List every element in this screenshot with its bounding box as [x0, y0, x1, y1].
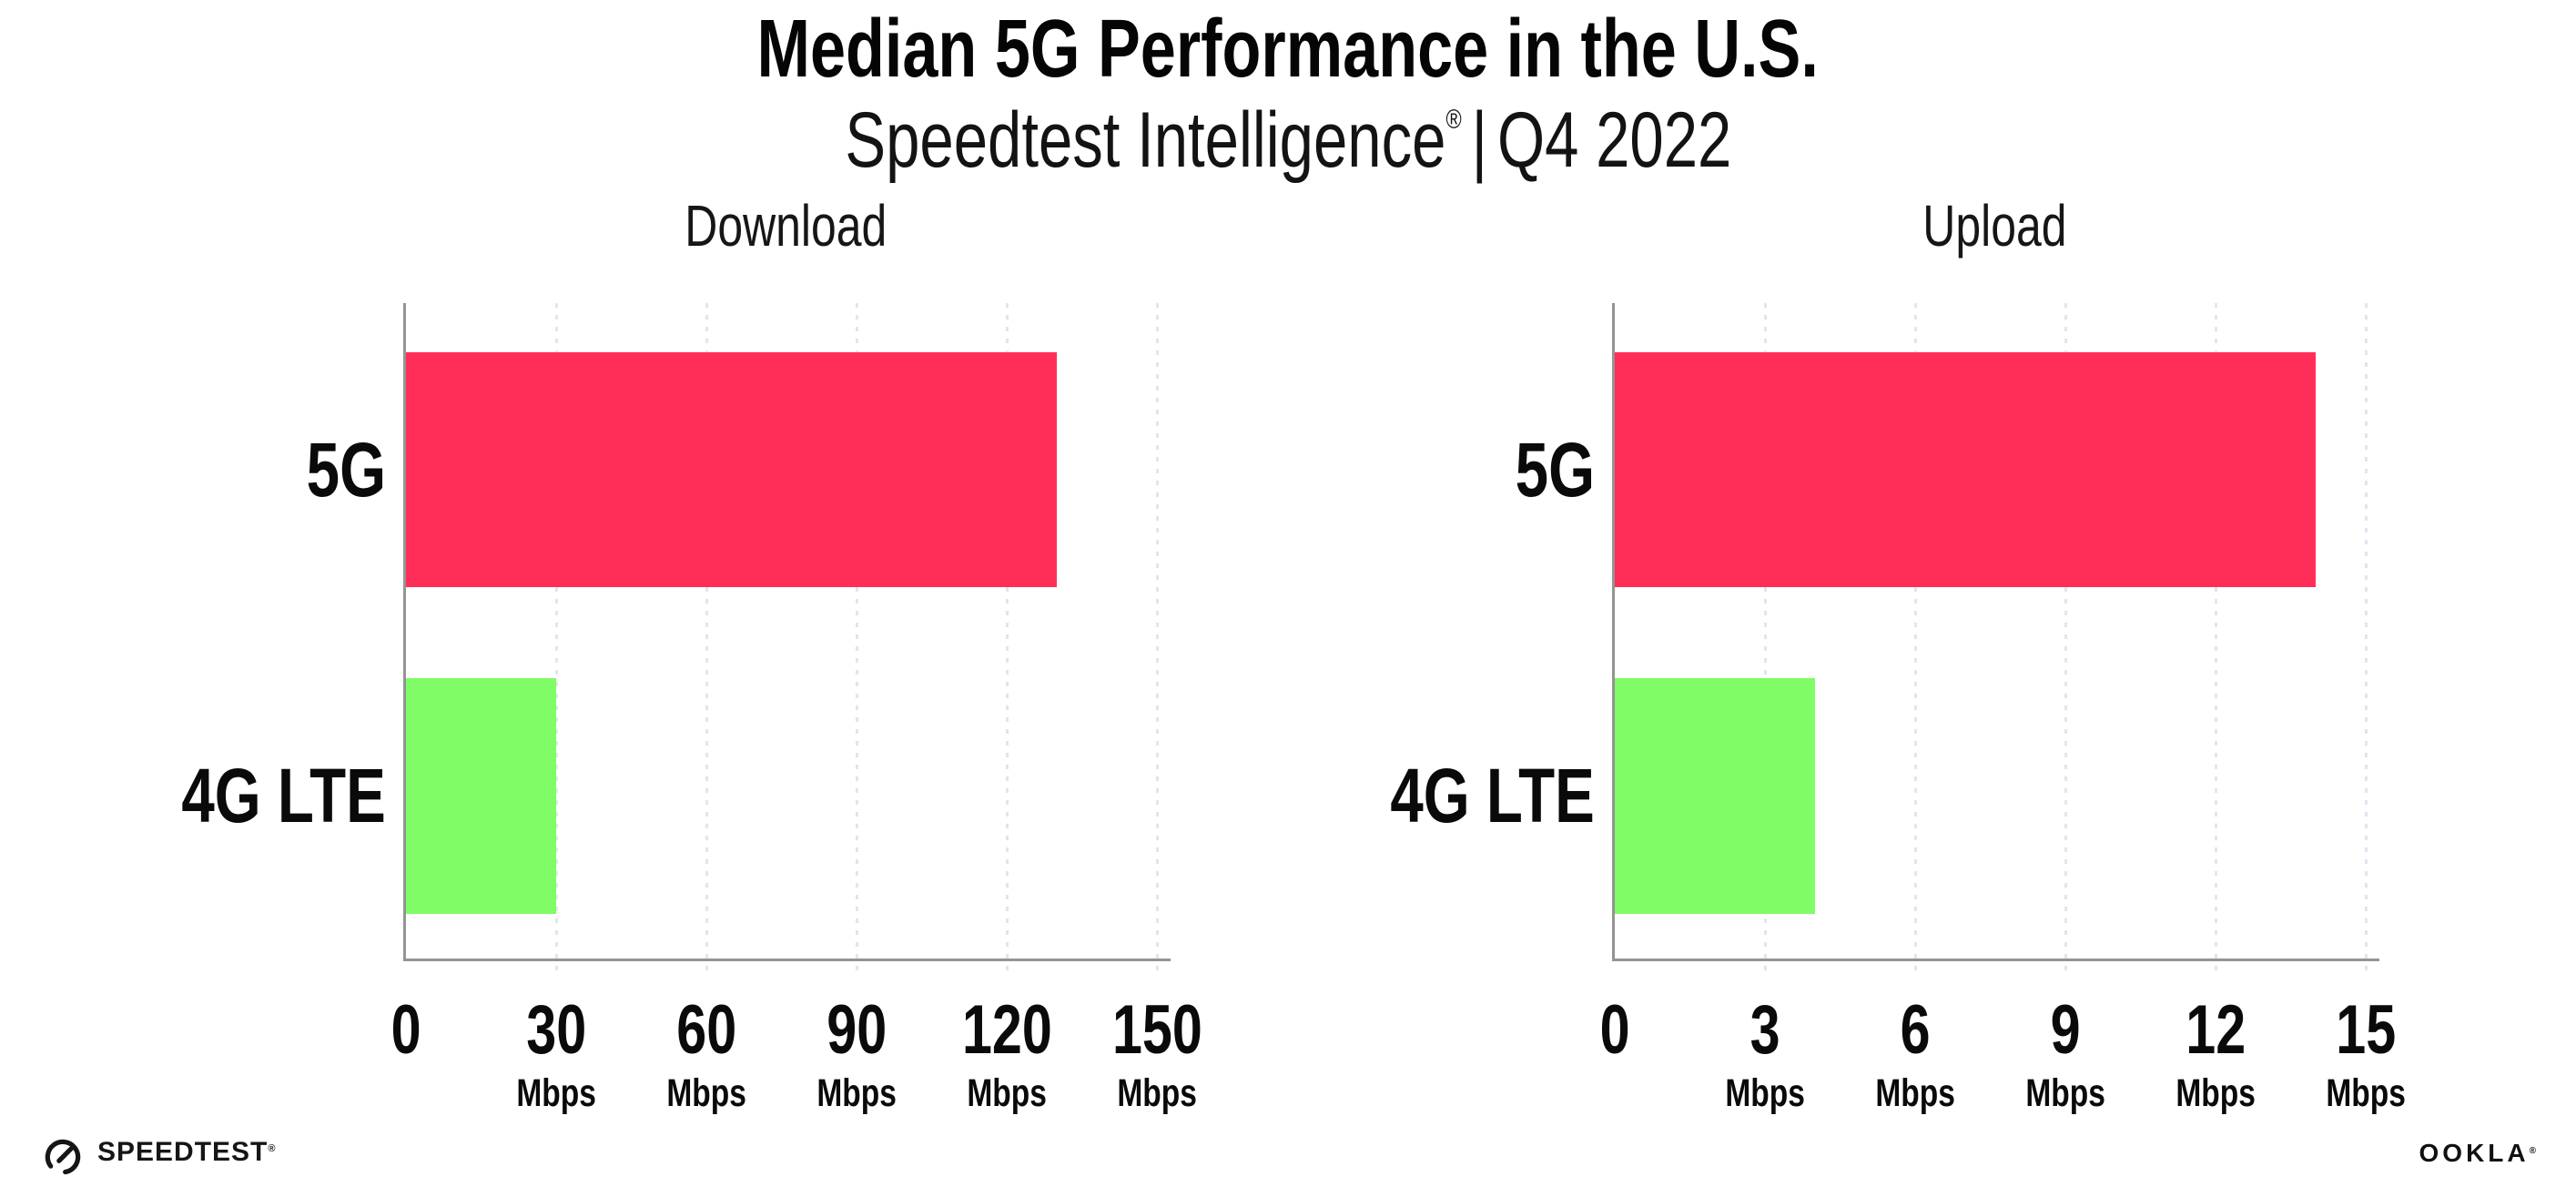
x-tick: 0: [390, 991, 421, 1069]
category-label-4g-lte: 4G LTE: [1390, 753, 1595, 838]
upload-chart-title: Upload: [1922, 193, 2067, 259]
x-tick: 15 Mbps: [2326, 991, 2406, 1116]
bar-4g-lte-upload: [1615, 678, 1815, 914]
gridline: [555, 303, 558, 977]
category-label-4g-lte: 4G LTE: [181, 753, 386, 838]
speedtest-gauge-icon: [40, 1132, 86, 1178]
x-tick: 6 Mbps: [1875, 991, 1955, 1116]
x-tick: 9 Mbps: [2025, 991, 2105, 1116]
registered-trademark-icon: ®: [2529, 1146, 2536, 1156]
download-chart-title: Download: [684, 193, 887, 259]
upload-chart: Upload 5G 4G LTE 0 3 Mbps: [1391, 0, 2406, 1197]
gridline: [2365, 303, 2368, 977]
gridline: [2215, 303, 2217, 977]
x-tick: 60 Mbps: [666, 991, 746, 1116]
bar-5g-download: [406, 352, 1057, 587]
category-label-5g: 5G: [1515, 426, 1595, 512]
gridline: [1006, 303, 1009, 977]
speedtest-logo: SPEEDTEST®: [40, 1132, 276, 1178]
gridline: [705, 303, 708, 977]
gridline: [1156, 303, 1159, 977]
gridline: [2064, 303, 2067, 977]
x-tick: 120 Mbps: [961, 991, 1052, 1116]
bar-5g-upload: [1615, 352, 2316, 587]
page-subtitle: Speedtest Intelligence® | Q4 2022: [0, 98, 2576, 200]
download-plot-area: 5G 4G LTE 0 30 Mbps 60 Mbps 90 Mbps: [182, 303, 1202, 1115]
ookla-logo: OOKLA®: [2419, 1140, 2536, 1173]
gridline: [1914, 303, 1917, 977]
bar-4g-lte-download: [406, 678, 556, 914]
x-tick: 90 Mbps: [816, 991, 897, 1116]
subtitle-separator: |: [1471, 96, 1487, 184]
registered-trademark-icon: ®: [1445, 105, 1462, 135]
download-chart: Download 5G 4G LTE 0 30 Mbps: [182, 0, 1202, 1197]
gridline: [856, 303, 858, 977]
speedtest-wordmark: SPEEDTEST®: [97, 1137, 277, 1167]
x-tick: 30 Mbps: [516, 991, 596, 1116]
subtitle-period: Q4 2022: [1496, 96, 1731, 184]
ookla-wordmark: OOKLA: [2419, 1139, 2530, 1167]
x-tick: 0: [1599, 991, 1630, 1069]
gridline: [1764, 303, 1767, 977]
upload-plot-area: 5G 4G LTE 0 3 Mbps 6 Mbps 9 Mbps 1: [1391, 303, 2406, 1115]
category-label-5g: 5G: [306, 426, 386, 512]
x-tick: 150 Mbps: [1111, 991, 1202, 1116]
x-tick: 12 Mbps: [2175, 991, 2256, 1116]
registered-trademark-icon: ®: [268, 1143, 277, 1154]
x-tick: 3 Mbps: [1725, 991, 1805, 1116]
subtitle-brand: Speedtest Intelligence: [845, 96, 1446, 184]
page-title: Median 5G Performance in the U.S.: [0, 5, 2576, 93]
page-title-text: Median 5G Performance in the U.S.: [756, 4, 1820, 95]
